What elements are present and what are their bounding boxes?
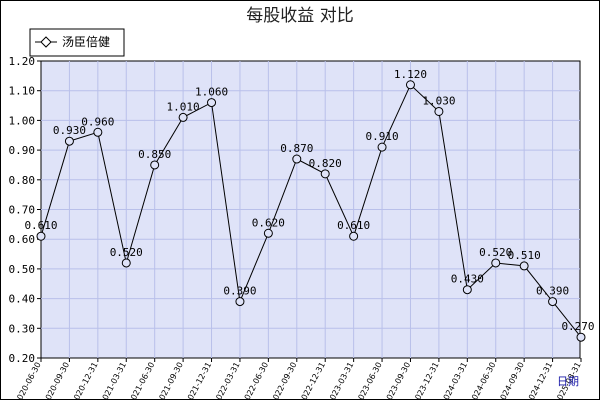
data-label: 0.870	[280, 142, 313, 155]
data-point[interactable]	[292, 154, 302, 164]
y-tick-label: 1.00	[9, 114, 36, 127]
x-tick-label: 2021-03-31	[98, 361, 128, 399]
legend-diamond-marker-icon	[40, 36, 52, 48]
data-point[interactable]	[434, 106, 444, 116]
data-label: 0.930	[53, 124, 86, 137]
x-tick-label: 2020-06-30	[13, 361, 43, 399]
data-label: 1.060	[195, 86, 228, 99]
x-tick-label: 2022-12-31	[297, 361, 327, 399]
data-label: 1.010	[167, 100, 200, 113]
x-tick-label: 2024-03-31	[439, 361, 469, 399]
y-tick-label: 0.60	[9, 233, 36, 246]
data-point[interactable]	[36, 231, 46, 241]
y-tick-label: 0.70	[9, 204, 36, 217]
y-tick-label: 0.20	[9, 352, 36, 365]
legend[interactable]: 汤臣倍健	[29, 28, 125, 57]
x-tick-label: 2021-06-30	[127, 361, 157, 399]
data-label: 0.390	[223, 285, 256, 298]
x-tick-label: 2021-09-30	[155, 361, 185, 399]
grid-lines	[41, 61, 580, 358]
chart-title: 每股收益 对比	[246, 6, 353, 26]
y-tick-label: 1.20	[9, 55, 36, 68]
x-tick-label: 2020-09-30	[41, 361, 71, 399]
data-label: 0.510	[508, 249, 541, 262]
x-tick-label: 2022-09-30	[269, 361, 299, 399]
data-label: 0.520	[110, 246, 143, 259]
data-point[interactable]	[235, 297, 245, 307]
x-tick-label: 2023-09-30	[382, 361, 412, 399]
y-tick-label: 0.80	[9, 174, 36, 187]
data-label: 0.610	[337, 219, 370, 232]
data-point[interactable]	[491, 258, 501, 268]
y-tick-label: 0.40	[9, 293, 36, 306]
data-point[interactable]	[320, 169, 330, 179]
series-lines	[40, 83, 582, 338]
x-tick-label: 2023-12-31	[411, 361, 441, 399]
data-label: 0.960	[81, 115, 114, 128]
x-tick-label: 2022-03-31	[212, 361, 242, 399]
data-label: 1.120	[394, 68, 427, 81]
data-point[interactable]	[178, 112, 188, 122]
legend-entry-label: 汤臣倍健	[62, 34, 110, 49]
x-axis: 2020-06-302020-09-302020-12-312021-03-31…	[13, 358, 583, 399]
data-point[interactable]	[263, 228, 273, 238]
x-tick-label: 2024-12-31	[525, 361, 555, 399]
data-point[interactable]	[377, 142, 387, 152]
x-tick-label: 2022-06-30	[240, 361, 270, 399]
y-tick-label: 0.30	[9, 322, 36, 335]
data-point[interactable]	[121, 258, 131, 268]
data-label: 0.520	[479, 246, 512, 259]
y-axis: 0.20 0.30 0.40 0.50 0.60 0.70 0.80 0.90 1.00 1.10…	[9, 55, 41, 365]
data-point[interactable]	[150, 160, 160, 170]
data-point[interactable]	[548, 297, 558, 307]
data-label: 0.610	[24, 219, 57, 232]
data-label: 1.030	[422, 94, 455, 107]
data-point[interactable]	[349, 231, 359, 241]
data-label: 0.430	[451, 273, 484, 286]
data-point[interactable]	[576, 332, 586, 342]
data-label: 0.820	[309, 157, 342, 170]
y-tick-label: 0.50	[9, 263, 36, 276]
data-label: 0.850	[138, 148, 171, 161]
data-point[interactable]	[64, 136, 74, 146]
x-tick-label: 2023-03-31	[326, 361, 356, 399]
data-label: 0.910	[365, 130, 398, 143]
x-tick-label: 2024-06-30	[468, 361, 498, 399]
data-label: 0.620	[252, 216, 285, 229]
y-tick-label: 1.10	[9, 85, 36, 98]
data-label: 0.270	[561, 320, 594, 333]
data-point[interactable]	[93, 127, 103, 137]
x-tick-label: 2020-12-31	[70, 361, 100, 399]
data-point[interactable]	[207, 98, 217, 108]
data-points	[36, 80, 586, 342]
x-tick-label: 2021-12-31	[184, 361, 214, 399]
x-tick-label: 2024-09-30	[496, 361, 526, 399]
data-point[interactable]	[405, 80, 415, 90]
x-axis-unit-label: 日期	[557, 375, 579, 388]
data-point[interactable]	[462, 285, 472, 295]
data-point[interactable]	[519, 261, 529, 271]
x-tick-label: 2023-06-30	[354, 361, 384, 399]
data-label: 0.390	[536, 285, 569, 298]
y-tick-label: 0.90	[9, 144, 36, 157]
series-line	[40, 83, 582, 338]
